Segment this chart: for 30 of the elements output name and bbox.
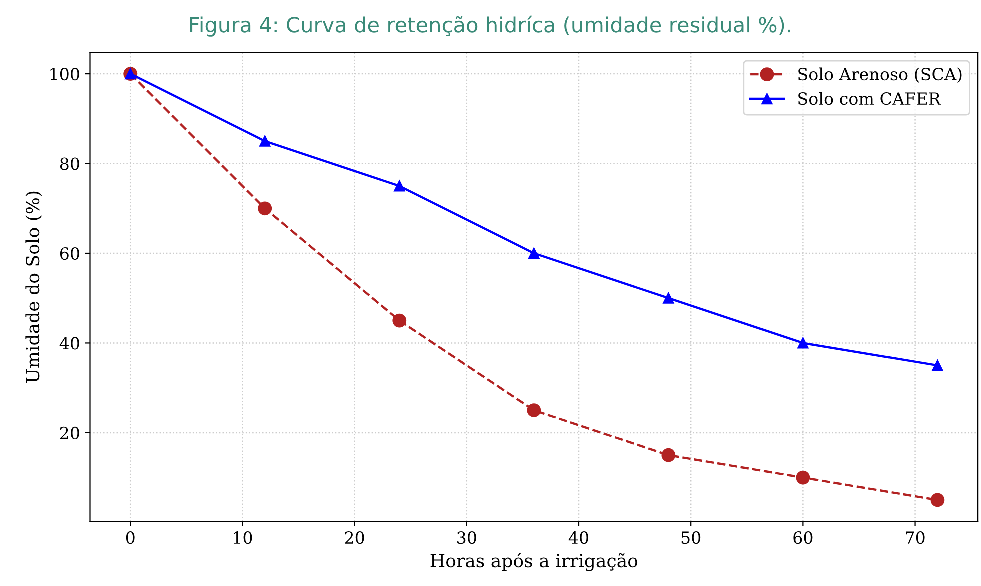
- point: [258, 202, 272, 216]
- point: [662, 448, 676, 462]
- point: [394, 180, 406, 192]
- point: [932, 360, 944, 372]
- legend-label: Solo com CAFER: [798, 92, 942, 106]
- y-tick-label: 100: [50, 68, 80, 81]
- x-axis-title: Horas após a irrigação: [430, 552, 638, 572]
- point: [260, 136, 271, 147]
- x-tick-label: 70: [906, 532, 925, 544]
- x-tick-label: 40: [568, 532, 588, 544]
- x-tick-label: 50: [682, 532, 701, 544]
- legend-label: Solo Arenoso (SCA): [798, 68, 962, 83]
- y-tick-label: 20: [60, 426, 80, 440]
- x-tick-label: 20: [345, 532, 364, 544]
- point: [798, 338, 809, 349]
- y-tick-label: 80: [60, 158, 80, 170]
- x-tick-label: 0: [126, 532, 135, 544]
- x-tick-label: 30: [458, 532, 476, 544]
- chart-title: Figura 4: Curva de retenção hidríca (umidade residual %).: [190, 16, 790, 37]
- point: [528, 248, 540, 260]
- y-tick-label: 60: [60, 247, 80, 260]
- y-axis-title: Umidade do Solo (%): [26, 192, 42, 384]
- y-tick-label: 40: [60, 337, 80, 350]
- point: [527, 404, 542, 418]
- point: [930, 493, 945, 508]
- x-tick-label: 60: [794, 532, 813, 544]
- point: [392, 314, 407, 328]
- point: [796, 470, 810, 485]
- point: [663, 292, 674, 304]
- x-tick-label: 10: [234, 532, 252, 544]
